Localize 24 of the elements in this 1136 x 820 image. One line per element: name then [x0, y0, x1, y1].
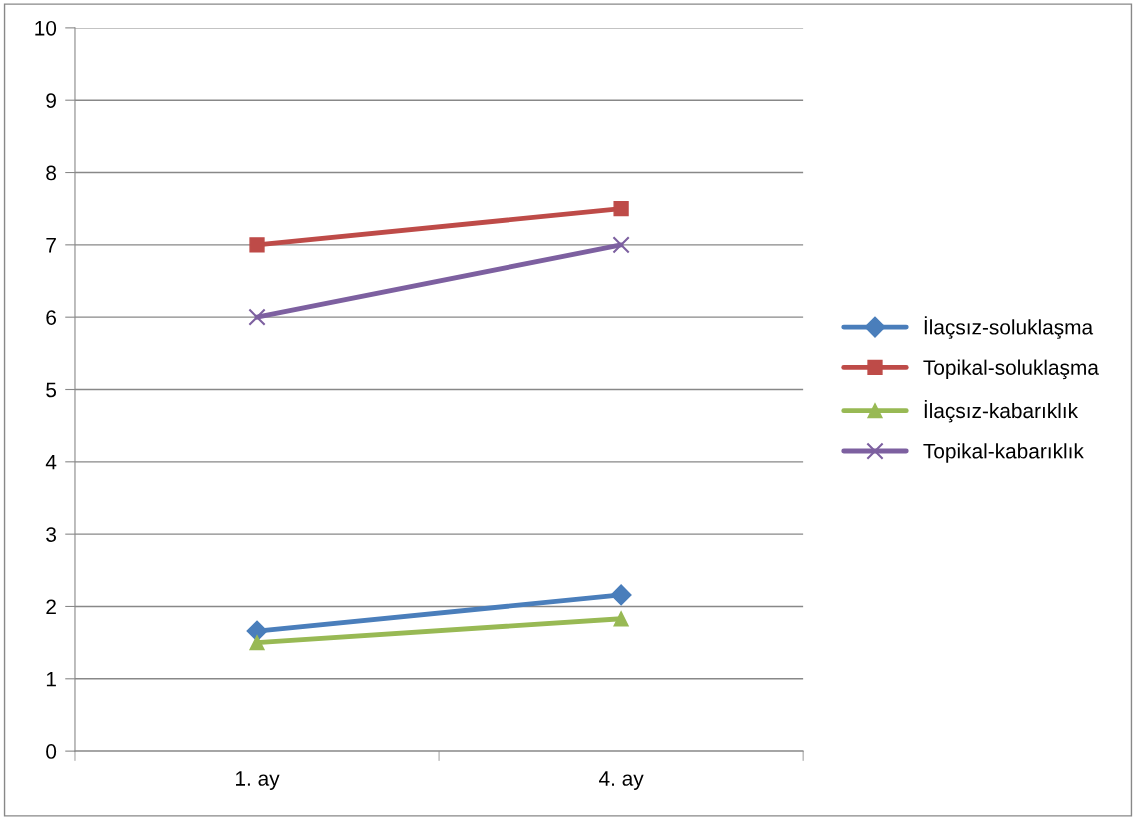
y-tick-label: 4 [45, 455, 57, 470]
point [610, 584, 632, 606]
y-tick-label: 1 [46, 672, 56, 687]
y-tick-label: 3 [46, 527, 57, 542]
legend-label: İlaçsız-kabarıklık [924, 399, 1079, 423]
y-tick-label: 10 [35, 20, 57, 36]
point [613, 201, 629, 217]
legend-label: İlaçsız-soluklaşma [924, 316, 1094, 339]
y-tick-label: 7 [46, 238, 56, 253]
y-tick-label: 5 [46, 382, 57, 398]
y-tick-label: 2 [46, 599, 56, 615]
point [612, 236, 630, 254]
y-tick-label: 6 [46, 310, 57, 325]
point [249, 634, 265, 651]
x-tick-label: 4. ay [599, 771, 644, 790]
y-tick-label: 9 [46, 93, 56, 108]
y-tick-label: 8 [46, 165, 57, 181]
x-tick-label: 1. ay [236, 771, 280, 790]
legend-label: Topikal-kabarıklık [923, 443, 1084, 463]
point [613, 611, 629, 627]
legend-label: Topikal-soluklaşma [923, 359, 1099, 380]
point [248, 308, 266, 326]
point [249, 237, 265, 253]
y-tick-label: 0 [46, 744, 57, 759]
